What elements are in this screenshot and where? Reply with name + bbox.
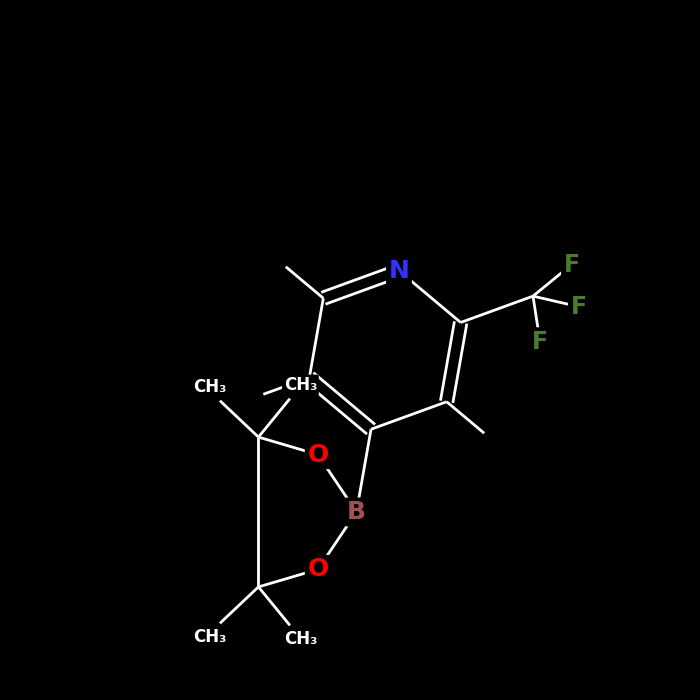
Text: O: O: [307, 557, 328, 582]
Text: F: F: [564, 253, 580, 276]
Text: CH₃: CH₃: [193, 629, 226, 646]
Text: F: F: [570, 295, 587, 318]
Text: CH₃: CH₃: [284, 630, 317, 648]
Text: F: F: [532, 330, 548, 354]
Text: CH₃: CH₃: [193, 378, 226, 395]
Text: CH₃: CH₃: [284, 377, 317, 394]
Text: B: B: [347, 500, 366, 524]
Text: N: N: [389, 259, 410, 283]
Text: O: O: [307, 442, 328, 467]
